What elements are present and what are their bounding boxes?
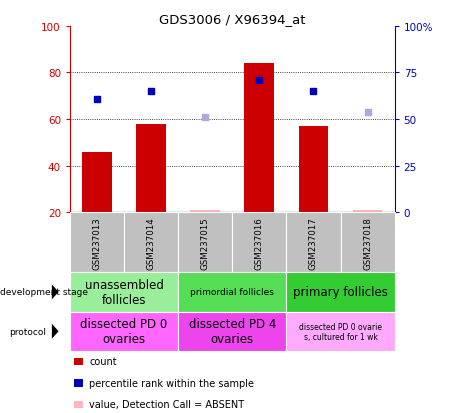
Title: GDS3006 / X96394_at: GDS3006 / X96394_at [159, 13, 305, 26]
Bar [190, 210, 220, 213]
Text: GSM237017: GSM237017 [309, 216, 318, 269]
Text: primordial follicles: primordial follicles [190, 288, 274, 297]
Text: unassembled
follicles: unassembled follicles [85, 278, 163, 306]
Text: GSM237013: GSM237013 [92, 216, 101, 269]
Bar [353, 210, 382, 213]
Bar [299, 127, 328, 213]
Text: primary follicles: primary follicles [293, 286, 388, 299]
Point [202, 114, 209, 121]
Text: value, Detection Call = ABSENT: value, Detection Call = ABSENT [89, 399, 244, 409]
Text: GSM237018: GSM237018 [363, 216, 372, 269]
Text: dissected PD 0
ovaries: dissected PD 0 ovaries [80, 318, 168, 345]
Text: dissected PD 0 ovarie
s, cultured for 1 wk: dissected PD 0 ovarie s, cultured for 1 … [299, 322, 382, 341]
Text: percentile rank within the sample: percentile rank within the sample [89, 378, 254, 388]
Point [93, 96, 101, 102]
Text: protocol: protocol [9, 327, 46, 336]
Bar [82, 152, 112, 213]
Bar [136, 124, 166, 213]
Point [364, 109, 371, 116]
Text: count: count [89, 356, 117, 366]
Bar [244, 64, 274, 213]
Text: GSM237015: GSM237015 [201, 216, 210, 269]
Text: dissected PD 4
ovaries: dissected PD 4 ovaries [189, 318, 276, 345]
Point [310, 88, 317, 95]
Point [147, 88, 155, 95]
Point [256, 77, 263, 84]
Text: GSM237016: GSM237016 [255, 216, 264, 269]
Text: GSM237014: GSM237014 [147, 216, 156, 269]
Text: development stage: development stage [0, 288, 88, 297]
